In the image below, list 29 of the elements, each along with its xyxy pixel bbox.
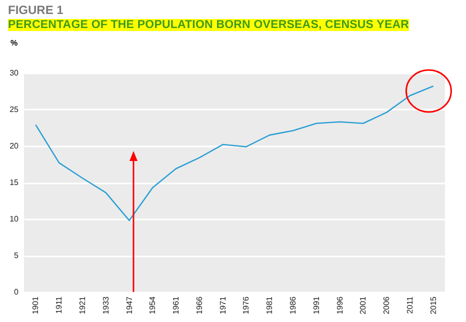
- line-series: [35, 85, 434, 222]
- x-tick-label: 1911: [54, 296, 64, 314]
- x-tick-label: 2001: [358, 296, 368, 314]
- x-tick-label: 1981: [265, 296, 274, 314]
- x-tick-label: 1996: [335, 296, 344, 314]
- x-tick-label: 2015: [428, 296, 438, 314]
- y-tick-label: 10: [10, 214, 20, 224]
- y-tick-label: 25: [10, 105, 20, 114]
- x-tick-label: 1986: [288, 296, 298, 314]
- chart-subtitle: PERCENTAGE OF THE POPULATION BORN OVERSEAS, CENSUS YEAR: [8, 19, 410, 31]
- x-tick-label: 1991: [312, 296, 321, 314]
- y-tick-label: 5: [14, 251, 20, 260]
- x-tick-label: 1966: [194, 296, 204, 314]
- chart-title: FIGURE 1: [8, 3, 64, 17]
- x-tick-label: 2006: [382, 296, 392, 314]
- y-axis-title: %: [10, 38, 18, 48]
- y-tick-label: 15: [10, 178, 20, 187]
- x-tick-label: 1976: [242, 296, 251, 314]
- x-tick-label: 1921: [78, 296, 87, 314]
- x-tick-label: 1971: [218, 296, 228, 314]
- y-tick-label: 20: [10, 142, 20, 150]
- x-tick-label: 1954: [148, 296, 158, 314]
- x-tick-label: 1933: [101, 296, 110, 314]
- x-tick-label: 1901: [31, 296, 40, 314]
- y-tick-label: 0: [14, 288, 20, 296]
- x-tick-label: 2011: [405, 296, 414, 314]
- y-tick-label: 30: [10, 68, 20, 78]
- x-tick-label: 1961: [172, 296, 181, 314]
- x-tick-label: 1947: [124, 296, 134, 314]
